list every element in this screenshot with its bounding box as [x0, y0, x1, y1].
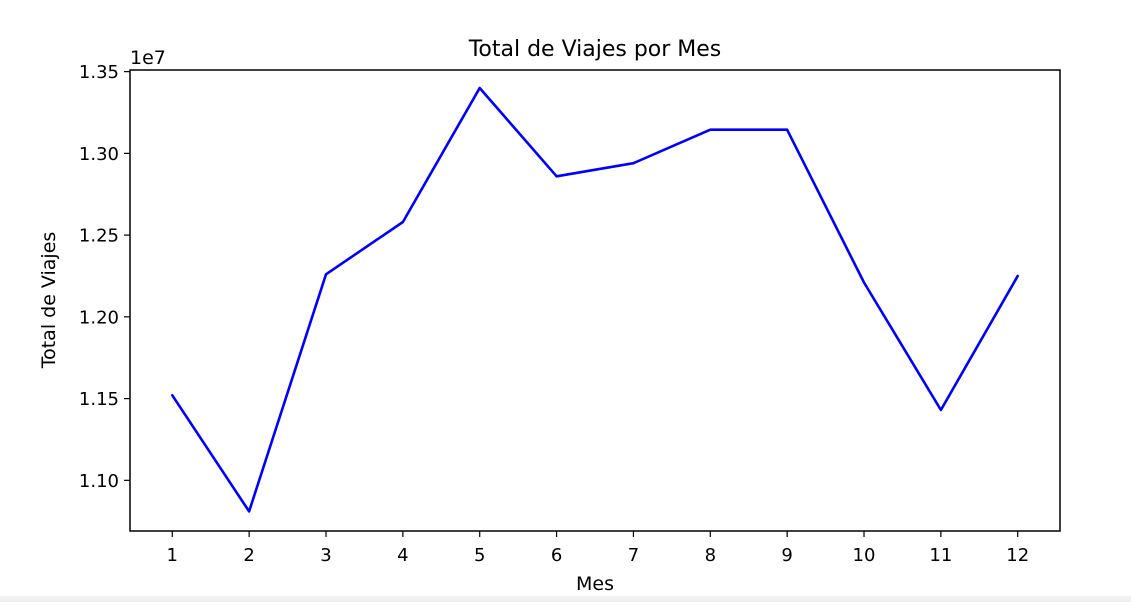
series-line [171, 86, 1020, 513]
y-tick-label: 1.25 [79, 226, 119, 247]
x-tick-label: 6 [551, 545, 562, 566]
chart-title: Total de Viajes por Mes [468, 37, 722, 62]
x-tick-label: 7 [628, 545, 639, 566]
y-tick-label: 1.35 [79, 62, 119, 83]
x-tick-label: 2 [243, 545, 254, 566]
y-tick-label: 1.30 [79, 144, 119, 165]
x-tick-label: 5 [474, 545, 485, 566]
bottom-strip [0, 596, 1131, 602]
y-tick-label: 1.20 [79, 307, 119, 328]
x-tick-label: 11 [929, 545, 952, 566]
x-tick-label: 8 [705, 545, 716, 566]
y-axis-label: Total de Viajes [38, 232, 60, 370]
x-axis-label: Mes [576, 573, 614, 595]
y-axis-ticks: 1.10 1.15 1.20 1.25 1.30 1.35 [79, 62, 130, 492]
x-axis-ticks: 1 2 3 4 5 6 7 8 9 10 11 12 [167, 531, 1029, 566]
y-offset-label: 1e7 [130, 47, 166, 69]
x-tick-label: 4 [397, 545, 408, 566]
y-tick-label: 1.10 [79, 471, 119, 492]
plot-area-frame [129, 69, 1061, 532]
x-tick-label: 12 [1006, 545, 1029, 566]
y-tick-label: 1.15 [79, 389, 119, 410]
x-tick-label: 1 [167, 545, 178, 566]
x-tick-label: 3 [320, 545, 331, 566]
x-tick-label: 10 [853, 545, 876, 566]
x-tick-label: 9 [781, 545, 792, 566]
series-layer [171, 86, 1020, 513]
